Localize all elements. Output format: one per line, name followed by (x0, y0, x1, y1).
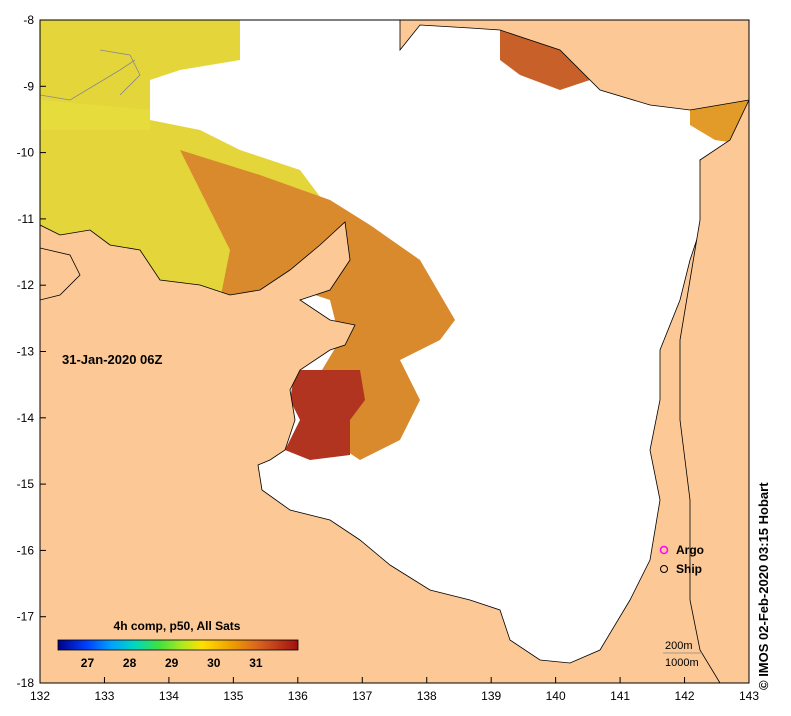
x-tick-label: 140 (546, 689, 566, 703)
credit-text: © IMOS 02-Feb-2020 03:15 Hobart (756, 482, 771, 690)
colorbar-tick-label: 29 (165, 656, 179, 670)
x-tick-label: 143 (739, 689, 759, 703)
y-tick-label: -11 (18, 212, 35, 226)
y-tick-label: -9 (23, 79, 34, 93)
colorbar (57, 639, 299, 651)
sst-orange-gulf (180, 150, 455, 460)
land-cape-york (679, 99, 749, 683)
legend-ship: Ship (676, 562, 702, 576)
y-tick-label: -16 (17, 543, 35, 557)
colorbar-ticks: 27 28 29 30 31 (81, 656, 263, 670)
colorbar-tick-label: 30 (207, 656, 221, 670)
y-tick-label: -14 (17, 411, 35, 425)
argo-marker-icon (659, 545, 669, 555)
legend-argo: Argo (676, 543, 704, 557)
timestamp-label: 31-Jan-2020 06Z (62, 352, 163, 367)
ship-marker-icon (660, 565, 668, 573)
contour-1000m-label: 1000m (665, 657, 699, 669)
colorbar-tick-label: 27 (81, 656, 95, 670)
y-tick-label: -13 (17, 345, 35, 359)
sst-yellow-strip (40, 100, 150, 130)
x-tick-label: 136 (288, 689, 308, 703)
colorbar-tick-label: 31 (249, 656, 263, 670)
y-tick-label: -17 (17, 610, 35, 624)
x-tick-label: 139 (481, 689, 501, 703)
x-tick-label: 134 (159, 689, 179, 703)
colorbar-tick-label: 28 (123, 656, 137, 670)
x-tick-label: 132 (30, 689, 50, 703)
coastline-west (40, 49, 141, 101)
y-tick-label: -8 (23, 13, 34, 27)
land-arnhem (40, 144, 749, 683)
x-tick-label: 138 (417, 689, 437, 703)
sst-red-patch (285, 370, 365, 460)
colorbar-title: 4h comp, p50, All Sats (114, 619, 241, 633)
y-tick-label: -10 (17, 146, 35, 160)
contour-200m-label: 200m (665, 640, 693, 652)
y-tick-label: -15 (17, 477, 35, 491)
x-tick-label: 137 (352, 689, 372, 703)
x-tick-label: 142 (675, 689, 695, 703)
land-png (399, 20, 749, 111)
x-tick-label: 141 (610, 689, 630, 703)
x-axis: 132 133 134 135 136 137 138 139 140 141 142 143 (30, 677, 759, 703)
y-axis: -8 -9 -10 -11 -12 -13 -14 -15 -16 -17 -18 (17, 13, 46, 690)
x-tick-label: 135 (223, 689, 243, 703)
x-tick-label: 133 (94, 689, 114, 703)
y-tick-label: -18 (17, 676, 35, 690)
land-island-west (40, 247, 81, 301)
y-tick-label: -12 (17, 278, 35, 292)
